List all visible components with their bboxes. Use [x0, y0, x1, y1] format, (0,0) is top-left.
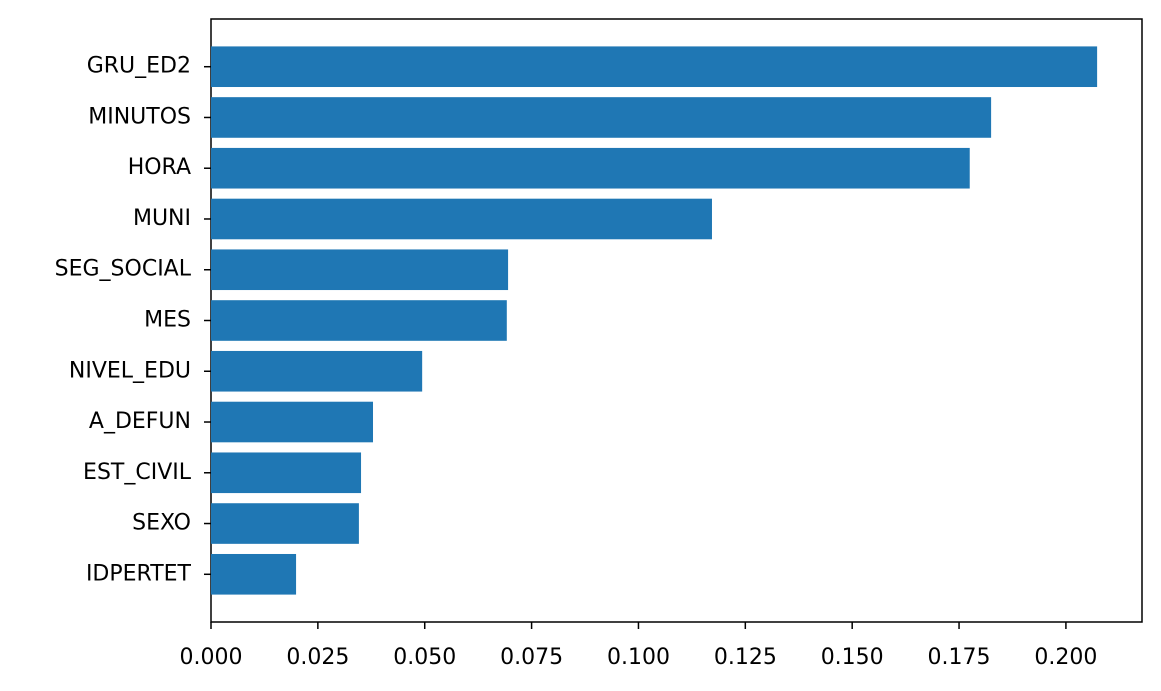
x-tick-label: 0.200: [1034, 645, 1097, 670]
x-tick-label: 0.150: [821, 645, 884, 670]
bar: [211, 553, 297, 595]
bar: [211, 147, 970, 189]
x-tick-label: 0.025: [286, 645, 349, 670]
x-tick-label: 0.125: [714, 645, 777, 670]
y-tick-label: IDPERTET: [86, 561, 192, 586]
x-tick-label: 0.100: [607, 645, 670, 670]
bar: [211, 503, 359, 544]
y-tick-label: MINUTOS: [88, 104, 191, 129]
bar: [211, 46, 1098, 88]
bar: [211, 350, 423, 392]
y-tick-label: MUNI: [133, 206, 191, 231]
y-tick-label: EST_CIVIL: [83, 460, 192, 485]
y-tick-label: HORA: [128, 155, 191, 180]
bar: [211, 249, 509, 291]
bar: [211, 300, 507, 341]
x-tick-label: 0.175: [928, 645, 991, 670]
y-tick-label: MES: [144, 308, 191, 333]
x-tick-label: 0.000: [180, 645, 243, 670]
bar: [211, 198, 712, 240]
bar: [211, 452, 362, 494]
x-tick-label: 0.050: [393, 645, 456, 670]
y-tick-label: NIVEL_EDU: [69, 358, 191, 383]
y-tick-label: SEG_SOCIAL: [55, 257, 192, 282]
x-tick-label: 0.075: [500, 645, 563, 670]
y-tick-label: GRU_ED2: [87, 54, 191, 79]
y-tick-label: A_DEFUN: [89, 409, 191, 434]
bar: [211, 97, 992, 138]
bar: [211, 401, 374, 443]
y-tick-label: SEXO: [132, 511, 191, 536]
